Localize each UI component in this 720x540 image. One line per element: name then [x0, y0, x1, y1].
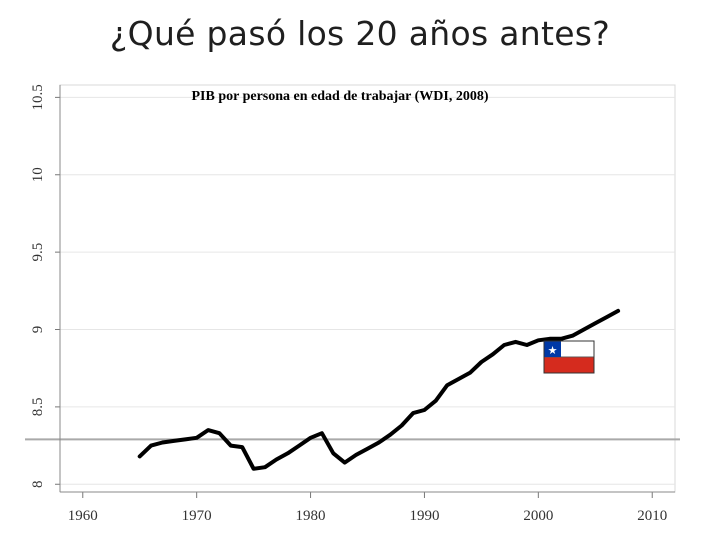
data-point [548, 337, 552, 341]
data-point [434, 399, 438, 403]
x-tick-label: 1990 [409, 508, 439, 524]
slide-title: ¿Qué pasó los 20 años antes? [109, 14, 611, 53]
data-point [320, 431, 324, 435]
data-point [377, 440, 381, 445]
data-point [331, 451, 335, 455]
data-point [172, 439, 176, 443]
chart-svg: 8 8.5 9 9.5 10 10.5 1960 1970 1980 1990 2000 2010 P… [20, 80, 684, 530]
data-point [536, 338, 540, 342]
data-point [297, 443, 301, 448]
data-point [252, 467, 256, 471]
data-point [445, 383, 449, 387]
data-point [195, 436, 199, 440]
data-point [559, 337, 563, 341]
data-point [593, 321, 597, 325]
data-point [479, 360, 483, 364]
data-point [525, 343, 529, 347]
data-point [422, 408, 427, 412]
data-point [491, 352, 495, 356]
chart: 8 8.5 9 9.5 10 10.5 1960 1970 1980 1990 2000 2010 P… [20, 80, 684, 530]
data-point [240, 445, 244, 449]
x-tick-label: 1980 [296, 508, 326, 524]
data-point [217, 431, 222, 435]
data-point [411, 411, 415, 415]
chart-title: PIB por persona en edad de trabajar (WDI… [192, 89, 489, 104]
x-tick-label: 2010 [637, 508, 667, 524]
data-point [570, 334, 575, 338]
data-point [468, 371, 472, 375]
data-point [183, 437, 187, 441]
data-point [206, 428, 210, 432]
data-point [274, 457, 278, 462]
data-point [400, 423, 404, 428]
data-point [365, 447, 370, 451]
data-point [343, 460, 347, 465]
data-point [502, 343, 506, 347]
data-point [605, 315, 609, 319]
chile-flag-icon: ★ [543, 340, 595, 374]
data-point [513, 340, 518, 344]
axes: 8 8.5 9 9.5 10 10.5 1960 1970 1980 1990 2000 2010 [30, 84, 675, 524]
data-point [229, 443, 233, 448]
data-point [616, 309, 620, 313]
gridlines [60, 96, 675, 485]
y-tick-label: 10.5 [30, 84, 46, 110]
data-point [263, 465, 267, 469]
svg-text:★: ★ [548, 345, 558, 357]
y-tick-label: 8.5 [30, 398, 46, 417]
series-group [137, 308, 621, 471]
y-tick-label: 10 [30, 167, 46, 182]
x-tick-label: 2000 [523, 508, 553, 524]
data-point [308, 436, 313, 440]
data-point [286, 451, 290, 455]
x-tick-label: 1970 [182, 508, 212, 524]
data-point [138, 454, 142, 459]
data-point [149, 443, 153, 448]
data-point [582, 327, 586, 332]
y-tick-label: 9.5 [30, 243, 46, 262]
data-point [354, 453, 358, 457]
y-tick-label: 8 [30, 481, 46, 489]
data-point [160, 440, 165, 445]
x-tick-label: 1960 [68, 508, 98, 524]
data-point [457, 377, 461, 381]
y-tick-label: 9 [30, 326, 46, 334]
data-point [388, 433, 392, 437]
plot-area [59, 84, 676, 493]
